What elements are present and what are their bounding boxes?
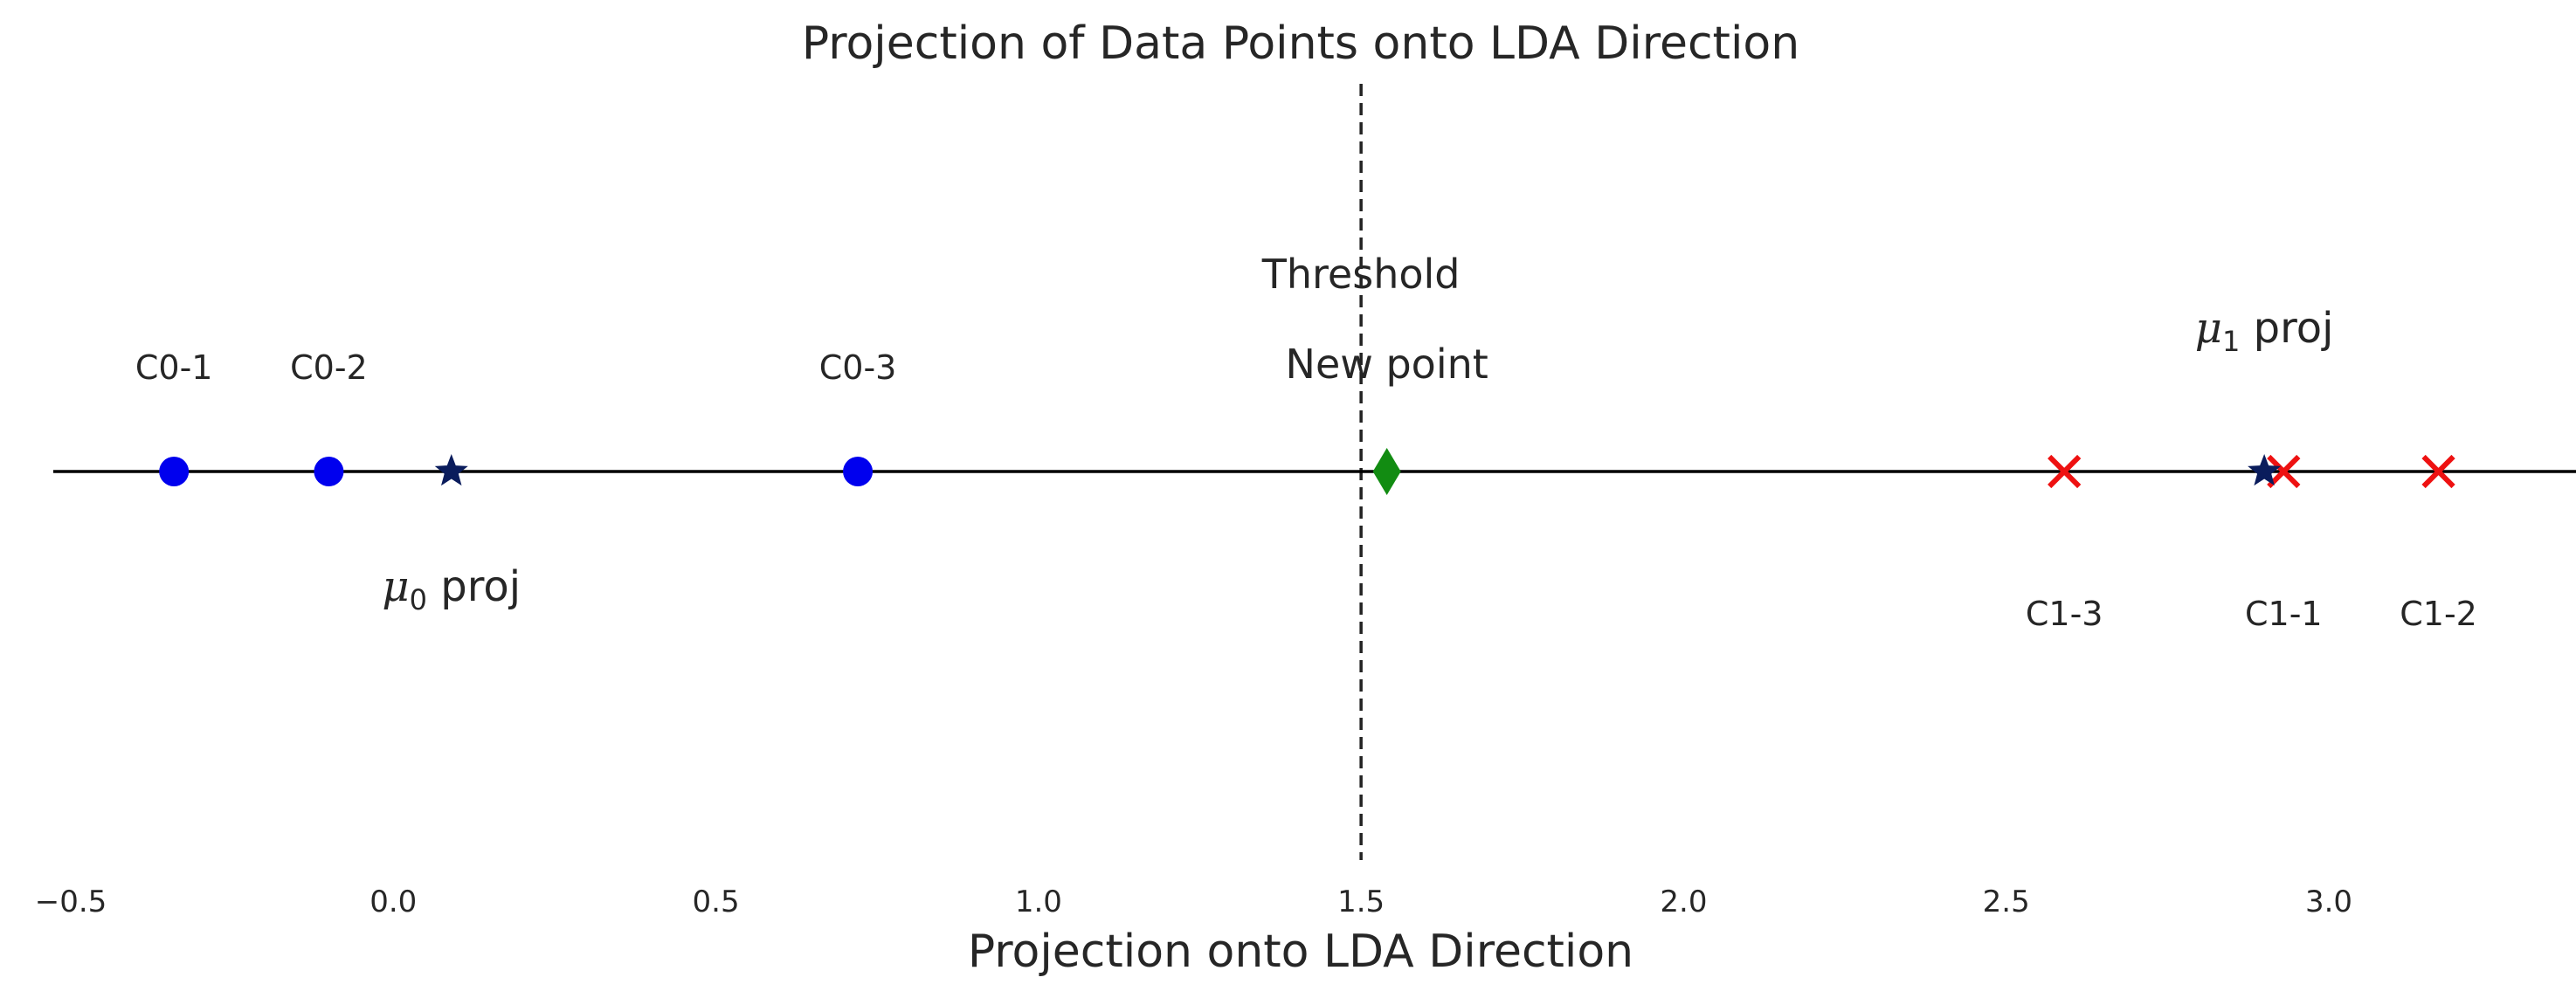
x-tick-label: −0.5 (35, 885, 107, 919)
x-tick-label: 2.5 (1983, 885, 2030, 919)
data-points-group (159, 448, 2455, 495)
mu1-projection-star (2248, 454, 2282, 486)
x-tick-label: 0.0 (369, 885, 417, 919)
class1-point-label-3: C1-3 (2026, 595, 2103, 633)
class1-point-2 (2421, 454, 2455, 489)
class1-point-label-2: C1-2 (2400, 595, 2477, 633)
x-tick-label: 2.0 (1660, 885, 1707, 919)
class0-point-2 (314, 457, 344, 486)
mu0-projection-label: μ0 proj (382, 562, 521, 616)
class0-point-1 (159, 457, 190, 486)
class0-point-label-2: C0-2 (290, 348, 368, 387)
class0-point-3 (843, 457, 874, 486)
class1-point-label-1: C1-1 (2245, 595, 2323, 633)
chart-title: Projection of Data Points onto LDA Direc… (802, 17, 1799, 70)
class1-point-3 (2048, 454, 2082, 489)
x-axis-label: Projection onto LDA Direction (968, 926, 1633, 978)
x-tick-label: 1.5 (1337, 885, 1385, 919)
x-tick-label: 1.0 (1015, 885, 1062, 919)
x-tick-labels-group: −0.5 0.0 0.5 1.0 1.5 2.0 2.5 3.0 (35, 885, 2352, 919)
mu1-projection-label: μ1 proj (2195, 304, 2334, 358)
new-point-marker (1372, 448, 1401, 495)
mu0-projection-star (434, 454, 468, 486)
threshold-label: Threshold (1261, 251, 1461, 298)
new-point-label: New point (1286, 341, 1488, 388)
class0-point-label-1: C0-1 (135, 348, 213, 387)
x-tick-label: 3.0 (2305, 885, 2352, 919)
x-tick-label: 0.5 (693, 885, 740, 919)
point-labels-group: C0-1 C0-2 C0-3 C1-1 C1-2 C1-3 μ0 proj μ1 proj Ne… (135, 251, 2477, 633)
class0-point-label-3: C0-3 (819, 348, 897, 387)
class1-point-1 (2267, 454, 2301, 489)
